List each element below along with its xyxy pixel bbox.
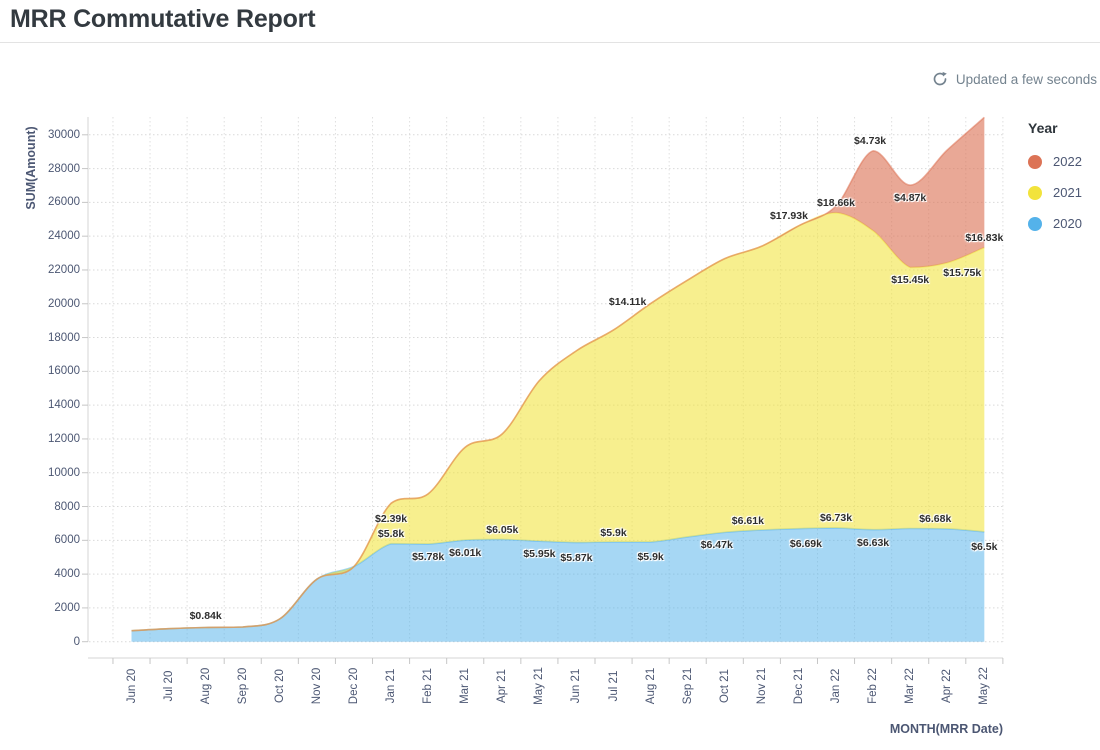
y-tick-label: 16000 <box>48 365 80 378</box>
x-axis-title: MONTH(MRR Date) <box>889 722 1003 736</box>
y-tick-label: 4000 <box>54 568 80 581</box>
series-area-2020 <box>131 527 985 642</box>
x-tick-label: Oct 21 <box>718 669 731 703</box>
y-tick-label: 12000 <box>48 432 80 445</box>
x-tick-label: Sep 20 <box>236 667 249 705</box>
legend-item-2022[interactable]: 2022 <box>1028 155 1082 169</box>
auto-refresh-status: Updated a few seconds <box>932 71 1097 87</box>
data-label: $6.47k <box>700 539 733 552</box>
y-tick-label: 10000 <box>48 466 80 479</box>
x-tick-label: Dec 20 <box>347 667 360 705</box>
y-tick-label: 18000 <box>48 331 80 344</box>
legend-item-label: 2020 <box>1053 216 1082 231</box>
y-tick-label: 0 <box>73 635 80 648</box>
y-tick-label: 24000 <box>48 230 80 243</box>
x-tick-label: Nov 21 <box>755 667 768 705</box>
x-tick-label: Aug 20 <box>199 667 212 705</box>
data-label: $5.87k <box>560 551 593 564</box>
y-tick-label: 2000 <box>54 601 80 614</box>
data-label: $6.68k <box>919 513 952 526</box>
data-label: $16.83k <box>965 232 1004 244</box>
x-tick-label: May 22 <box>978 667 991 705</box>
data-label: $15.75k <box>943 266 982 279</box>
data-label: $6.01k <box>449 547 482 560</box>
x-tick-label: Jun 21 <box>570 668 583 704</box>
x-tick-label: Dec 21 <box>792 667 805 705</box>
data-label: $6.73k <box>819 512 853 525</box>
legend-title: Year <box>1028 120 1058 136</box>
data-label: $6.63k <box>857 536 890 549</box>
series-line-2022 <box>131 116 985 632</box>
updated-text: Updated a few seconds <box>955 71 1097 87</box>
x-tick-label: Oct 20 <box>273 669 286 703</box>
y-tick-label: 14000 <box>48 399 80 412</box>
data-label: $15.45k <box>891 274 930 287</box>
data-label: $6.61k <box>731 514 764 527</box>
x-tick-label: Mar 21 <box>459 668 472 704</box>
data-label: $6.69k <box>789 537 822 550</box>
x-tick-label: Jul 20 <box>162 670 175 702</box>
data-label: $6.05k <box>486 523 519 536</box>
data-label: $5.9k <box>637 551 664 563</box>
refresh-icon[interactable] <box>932 71 948 87</box>
y-tick-label: 30000 <box>48 128 80 141</box>
x-tick-label: Jun 20 <box>125 668 138 704</box>
legend-item-label: 2022 <box>1053 154 1082 169</box>
legend-dot-2020 <box>1028 217 1042 231</box>
x-tick-label: Sep 21 <box>681 667 694 705</box>
data-label: $18.66k <box>817 197 855 210</box>
data-label: $5.78k <box>412 551 445 564</box>
legend-item-2020[interactable]: 2020 <box>1028 217 1082 231</box>
data-label: $4.87k <box>894 192 927 205</box>
x-tick-label: Feb 22 <box>867 668 880 704</box>
legend-item-2021[interactable]: 2021 <box>1028 186 1082 200</box>
x-tick-label: Mar 22 <box>904 668 917 704</box>
data-label: $17.93k <box>769 210 808 223</box>
data-label: $4.73k <box>854 135 887 148</box>
y-tick-label: 26000 <box>48 196 80 209</box>
y-tick-label: 6000 <box>54 534 80 547</box>
y-tick-label: 8000 <box>54 500 80 513</box>
y-tick-label: 22000 <box>48 263 80 276</box>
page-title: MRR Commutative Report <box>10 5 316 33</box>
x-tick-label: Jul 21 <box>607 670 620 702</box>
data-label: $14.11k <box>608 296 647 309</box>
data-label: $5.8k <box>377 528 405 541</box>
data-label: $0.84k <box>189 610 222 622</box>
data-label: $6.5k <box>971 540 998 553</box>
legend-dot-2022 <box>1028 155 1042 169</box>
data-label: $5.95k <box>523 548 556 561</box>
x-tick-label: Aug 21 <box>644 667 657 705</box>
header-divider <box>0 42 1100 43</box>
x-tick-label: Apr 21 <box>496 669 509 703</box>
legend: Year 2022 2021 2020 <box>1028 120 1082 248</box>
y-tick-label: 20000 <box>48 297 80 310</box>
series-area-2021 <box>131 212 985 631</box>
x-tick-label: Jan 22 <box>830 668 843 704</box>
x-tick-label: Feb 21 <box>422 668 435 704</box>
x-tick-label: May 21 <box>533 667 546 705</box>
legend-dot-2021 <box>1028 186 1042 200</box>
y-tick-label: 28000 <box>48 162 80 175</box>
legend-item-label: 2021 <box>1053 185 1082 200</box>
x-tick-label: Nov 20 <box>310 667 323 705</box>
data-label: $2.39k <box>374 513 408 526</box>
x-tick-label: Apr 22 <box>941 669 954 703</box>
data-label: $5.9k <box>600 526 627 539</box>
x-tick-label: Jan 21 <box>385 668 398 704</box>
